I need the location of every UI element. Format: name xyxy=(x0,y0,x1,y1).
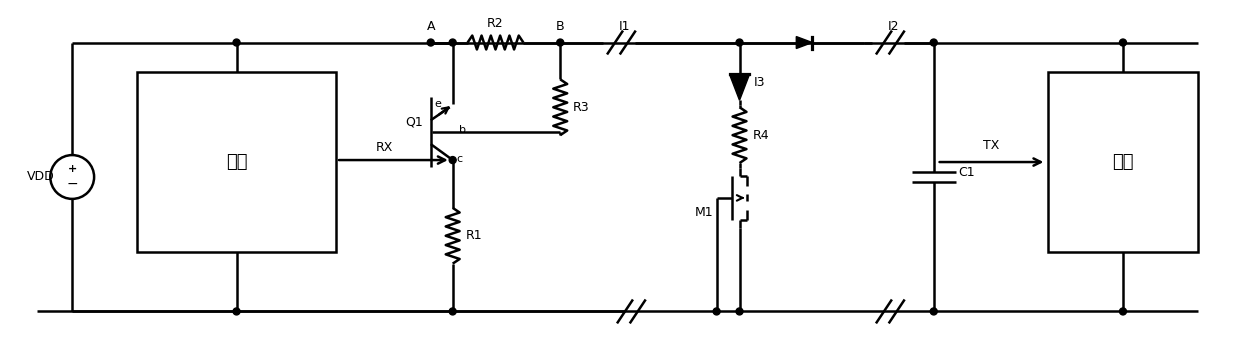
Circle shape xyxy=(233,308,241,315)
Text: R4: R4 xyxy=(753,129,769,142)
Circle shape xyxy=(737,39,743,46)
Text: R1: R1 xyxy=(466,229,482,242)
Text: I2: I2 xyxy=(888,19,900,33)
Text: b: b xyxy=(459,125,466,135)
Circle shape xyxy=(449,308,456,315)
Circle shape xyxy=(428,39,434,46)
Circle shape xyxy=(930,39,937,46)
Text: 从机: 从机 xyxy=(226,153,247,171)
Text: B: B xyxy=(556,19,564,33)
Text: +: + xyxy=(67,164,77,174)
Circle shape xyxy=(1120,39,1126,46)
Text: A: A xyxy=(427,19,435,33)
Circle shape xyxy=(233,39,241,46)
Text: Q1: Q1 xyxy=(405,116,423,129)
Bar xyxy=(1048,73,1198,252)
Text: C1: C1 xyxy=(959,166,976,178)
Circle shape xyxy=(737,308,743,315)
Text: R3: R3 xyxy=(573,101,590,114)
Text: R2: R2 xyxy=(487,17,503,29)
Circle shape xyxy=(1120,308,1126,315)
Circle shape xyxy=(713,308,720,315)
Text: 主机: 主机 xyxy=(1112,153,1133,171)
Text: I1: I1 xyxy=(619,19,631,33)
Text: −: − xyxy=(67,177,78,191)
Circle shape xyxy=(449,39,456,46)
Circle shape xyxy=(557,39,564,46)
Text: VDD: VDD xyxy=(26,170,55,184)
Polygon shape xyxy=(796,36,812,49)
Polygon shape xyxy=(729,74,749,100)
Circle shape xyxy=(930,308,937,315)
Text: c: c xyxy=(456,154,463,164)
Text: TX: TX xyxy=(983,139,999,152)
Text: I3: I3 xyxy=(754,76,765,89)
Bar xyxy=(136,73,336,252)
Text: e: e xyxy=(435,99,441,109)
Text: M1: M1 xyxy=(694,206,714,219)
Circle shape xyxy=(449,156,456,163)
Text: RX: RX xyxy=(376,141,393,154)
